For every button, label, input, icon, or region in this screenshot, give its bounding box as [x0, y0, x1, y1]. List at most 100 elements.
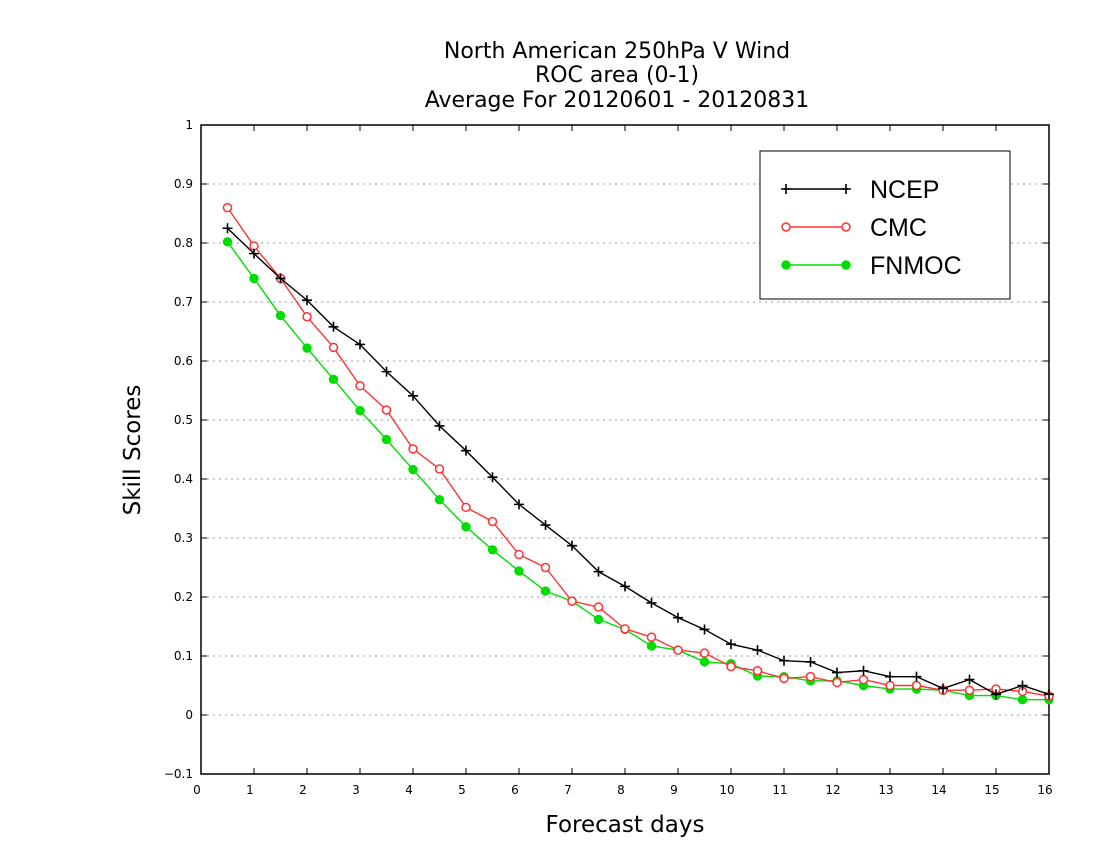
data-point-cmc: [646, 632, 657, 642]
x-tick-label: 9: [670, 783, 678, 797]
data-point-ncep: [832, 667, 842, 678]
legend-label: FNMOC: [870, 252, 962, 280]
y-axis: −0.1 0 0.1 0.2 0.3 0.4 0.5 0.6 0.7 0.8 0.9 1: [164, 118, 1049, 781]
data-point-fnmoc: [1017, 694, 1028, 705]
data-point-ncep: [646, 597, 657, 608]
series-fnmoc: [222, 237, 1054, 705]
legend-marker: [841, 260, 851, 270]
data-point-cmc: [487, 516, 498, 527]
data-point-ncep: [885, 671, 895, 682]
x-tick-label: 15: [984, 783, 999, 797]
y-tick-label: 0.9: [174, 177, 193, 191]
data-point-ncep: [938, 683, 948, 694]
x-tick-label: 14: [931, 783, 946, 797]
data-point-fnmoc: [222, 237, 233, 247]
data-point-ncep: [1044, 689, 1054, 700]
chart-title: North American 250hPa V Wind ROC area (0…: [425, 39, 810, 113]
data-point-ncep: [805, 656, 816, 667]
data-point-cmc: [434, 464, 445, 474]
legend-marker: [781, 260, 791, 270]
data-point-fnmoc: [593, 614, 604, 625]
x-tick-label: 13: [878, 783, 893, 797]
y-tick-label: −0.1: [164, 767, 193, 781]
data-point-cmc: [885, 680, 895, 691]
legend-marker: [841, 184, 851, 194]
y-tick-label: 0.6: [174, 354, 193, 368]
data-point-cmc: [461, 502, 471, 513]
data-point-cmc: [726, 661, 736, 672]
y-tick-label: 0.2: [174, 590, 193, 604]
data-point-cmc: [381, 405, 392, 415]
x-tick-label: 12: [825, 783, 840, 797]
data-point-ncep: [858, 665, 869, 676]
data-point-fnmoc: [514, 566, 524, 576]
y-tick-label: 0.1: [174, 649, 193, 663]
x-tick-label: 10: [719, 783, 734, 797]
data-point-ncep: [514, 499, 524, 510]
y-tick-label: 0.5: [174, 413, 193, 427]
data-point-cmc: [408, 444, 418, 454]
data-point-fnmoc: [249, 273, 259, 284]
data-point-fnmoc: [461, 522, 471, 532]
data-point-ncep: [540, 520, 551, 531]
data-point-cmc: [673, 645, 683, 655]
title-line-2: ROC area (0-1): [535, 63, 699, 88]
legend-label: CMC: [870, 214, 927, 242]
data-point-ncep: [434, 420, 445, 431]
series-layer: [222, 202, 1054, 705]
data-point-fnmoc: [646, 641, 657, 651]
data-point-ncep: [620, 581, 630, 592]
x-tick-label: 8: [617, 783, 625, 797]
data-point-cmc: [779, 673, 789, 684]
data-point-fnmoc: [302, 343, 312, 353]
x-tick-label: 4: [405, 783, 413, 797]
y-tick-label: 1: [185, 118, 193, 132]
data-point-fnmoc: [487, 545, 498, 555]
data-point-fnmoc: [381, 434, 392, 445]
legend-marker: [781, 222, 791, 232]
data-point-cmc: [911, 680, 922, 691]
y-tick-label: 0: [185, 708, 193, 722]
data-point-cmc: [540, 562, 551, 573]
title-line-1: North American 250hPa V Wind: [444, 39, 790, 64]
data-point-ncep: [593, 566, 604, 577]
data-point-fnmoc: [328, 374, 339, 384]
y-axis-label: Skill Scores: [120, 385, 146, 516]
legend: NCEP CMC FNMOC: [759, 150, 1011, 300]
data-point-ncep: [408, 390, 418, 401]
series-line-fnmoc: [226, 241, 1049, 701]
x-tick-label: 7: [564, 783, 572, 797]
x-tick-label: 0: [193, 783, 201, 797]
x-tick-label: 5: [458, 783, 466, 797]
x-axis: 0 1 2 3 4 5 6 7 8 9 10 11 12 13 14 15 16: [193, 125, 1053, 797]
legend-marker: [841, 222, 851, 232]
data-point-cmc: [858, 674, 869, 685]
x-tick-label: 16: [1037, 783, 1052, 797]
x-tick-label: 6: [511, 783, 519, 797]
data-point-ncep: [461, 445, 471, 456]
data-point-ncep: [355, 339, 365, 350]
data-point-cmc: [752, 666, 763, 676]
data-point-fnmoc: [540, 586, 551, 596]
data-point-cmc: [964, 685, 975, 695]
data-point-cmc: [355, 381, 365, 391]
data-point-cmc: [699, 648, 710, 658]
data-point-cmc: [222, 202, 233, 213]
y-tick-label: 0.4: [174, 472, 193, 486]
legend-item-fnmoc: FNMOC: [781, 252, 962, 280]
data-point-fnmoc: [355, 405, 365, 416]
data-point-cmc: [302, 312, 312, 322]
data-point-cmc: [328, 342, 339, 353]
data-point-cmc: [593, 602, 604, 612]
legend-item-cmc: CMC: [781, 214, 927, 242]
data-point-ncep: [222, 223, 233, 234]
y-tick-label: 0.7: [174, 295, 193, 309]
legend-label: NCEP: [870, 176, 939, 204]
data-point-fnmoc: [408, 464, 418, 475]
data-point-fnmoc: [434, 494, 445, 505]
data-point-ncep: [911, 671, 922, 682]
title-line-3: Average For 20120601 - 20120831: [425, 88, 810, 113]
y-tick-label: 0.8: [174, 236, 193, 250]
data-point-ncep: [381, 366, 392, 377]
series-ncep: [222, 223, 1054, 700]
